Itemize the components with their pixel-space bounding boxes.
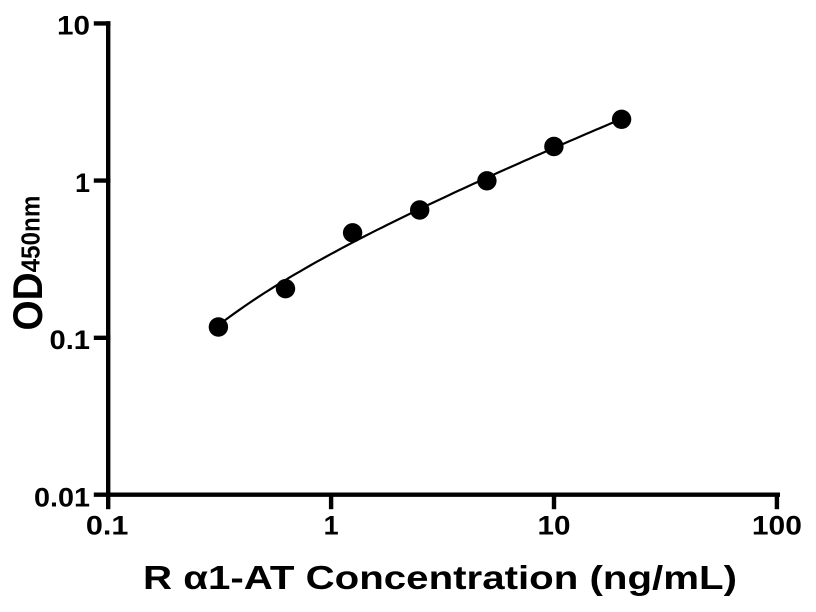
svg-text:1: 1: [324, 510, 339, 540]
svg-text:10: 10: [538, 510, 571, 540]
svg-text:1: 1: [75, 168, 90, 198]
svg-text:0.01: 0.01: [34, 482, 90, 512]
svg-text:0.1: 0.1: [50, 325, 91, 355]
svg-text:10: 10: [57, 10, 90, 40]
svg-text:100: 100: [752, 510, 802, 540]
svg-text:0.1: 0.1: [86, 510, 129, 540]
svg-text:R α1-AT Concentration (ng/mL): R α1-AT Concentration (ng/mL): [143, 559, 737, 596]
